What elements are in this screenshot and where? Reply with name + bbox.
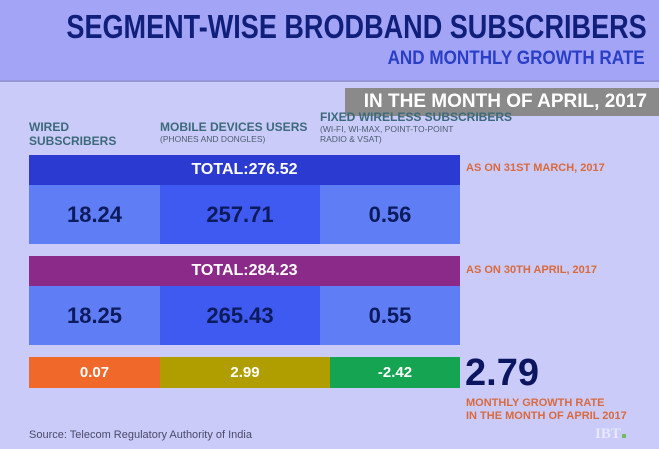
source: Source: Telecom Regulatory Authority of … [29,429,252,441]
total-april: TOTAL:284.23 [29,256,460,286]
overall-growth: 2.79 [465,352,539,394]
growth-fixed: -2.42 [330,357,460,388]
row-april: 18.25 265.43 0.55 [29,286,460,345]
cell-wired-april: 18.25 [29,286,160,345]
subtitle: AND MONTHLY GROWTH RATE [387,48,645,69]
col-header-fixed: FIXED WIRELESS SUBSCRIBERS (WI-FI, WI-MAX… [320,110,513,144]
period-banner: IN THE MONTH OF APRIL, 2017 [345,88,659,116]
cell-mobile-march: 257.71 [160,185,320,244]
cell-fixed-april: 0.55 [320,286,460,345]
header-band: SEGMENT-WISE BRODBAND SUBSCRIBERS AND MO… [0,0,659,82]
title: SEGMENT-WISE BRODBAND SUBSCRIBERS [66,8,647,45]
col-header-mobile: MOBILE DEVICES USERS (PHONES AND DONGLES) [160,120,308,144]
growth-mobile: 2.99 [160,357,330,388]
growth-row: 0.07 2.99 -2.42 [29,357,460,388]
col-header-wired: WIRED SUBSCRIBERS [29,120,117,148]
label-march: AS ON 31ST MARCH, 2017 [466,162,605,174]
total-march: TOTAL:276.52 [29,155,460,185]
row-march: 18.24 257.71 0.56 [29,185,460,244]
ibt-logo: IBT [595,426,626,443]
growth-label: MONTHLY GROWTH RATE IN THE MONTH OF APRIL… [466,397,627,422]
cell-wired-march: 18.24 [29,185,160,244]
label-april: AS ON 30TH APRIL, 2017 [466,264,598,276]
growth-wired: 0.07 [29,357,160,388]
cell-fixed-march: 0.56 [320,185,460,244]
period-text: IN THE MONTH OF APRIL, 2017 [363,91,647,112]
cell-mobile-april: 265.43 [160,286,320,345]
